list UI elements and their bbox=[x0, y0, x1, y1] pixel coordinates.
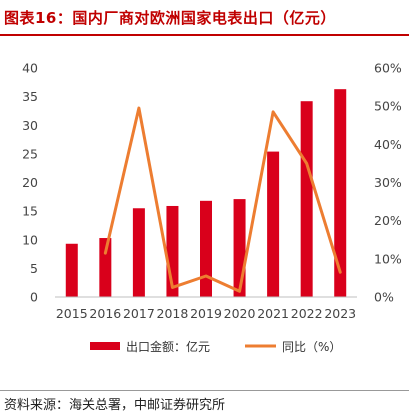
left-tick-label: 15 bbox=[22, 204, 38, 219]
left-tick-label: 25 bbox=[22, 146, 38, 161]
right-tick-label: 50% bbox=[374, 99, 402, 114]
right-axis: 0% 10% 20% 30% 40% 50% 60% bbox=[374, 61, 402, 305]
legend: 出口金额：亿元 同比（%） bbox=[90, 339, 341, 354]
right-tick-label: 20% bbox=[374, 213, 402, 228]
line-point bbox=[305, 162, 308, 165]
chart: 0 5 10 15 20 25 30 35 40 0% 10% 20% 30% 40% 50% 60% 20… bbox=[22, 61, 402, 355]
bar bbox=[300, 101, 313, 297]
legend-bar-label: 出口金额：亿元 bbox=[126, 339, 210, 354]
x-axis: 2015 2016 2017 2018 2019 2020 2021 2022 2023 bbox=[56, 306, 356, 321]
line-point bbox=[238, 290, 241, 293]
line-point bbox=[137, 106, 141, 110]
right-tick-label: 60% bbox=[374, 61, 402, 76]
x-tick-label: 2016 bbox=[89, 306, 121, 321]
right-tick-label: 40% bbox=[374, 137, 402, 152]
right-tick-label: 0% bbox=[374, 290, 394, 305]
bar bbox=[334, 89, 347, 297]
x-tick-label: 2023 bbox=[324, 306, 356, 321]
bar-series bbox=[65, 89, 347, 297]
line-point bbox=[104, 251, 107, 255]
line-point bbox=[271, 110, 275, 114]
line-point bbox=[171, 286, 174, 289]
chart-title: 图表16：国内厂商对欧洲国家电表出口（亿元） bbox=[4, 9, 336, 27]
bar bbox=[132, 208, 145, 297]
bar bbox=[99, 238, 112, 297]
left-tick-label: 5 bbox=[30, 261, 38, 276]
line-point bbox=[204, 274, 208, 278]
source-divider bbox=[0, 390, 409, 391]
x-tick-label: 2021 bbox=[257, 306, 289, 321]
line-point bbox=[339, 270, 342, 274]
x-tick-label: 2015 bbox=[56, 306, 88, 321]
growth-line bbox=[103, 106, 342, 293]
left-tick-label: 35 bbox=[22, 89, 38, 104]
x-tick-label: 2017 bbox=[123, 306, 155, 321]
left-tick-label: 0 bbox=[30, 290, 38, 305]
bar bbox=[65, 243, 78, 297]
line-series bbox=[103, 106, 342, 293]
x-tick-label: 2022 bbox=[291, 306, 323, 321]
right-tick-label: 30% bbox=[374, 175, 402, 190]
title-bar: 图表16：国内厂商对欧洲国家电表出口（亿元） bbox=[0, 0, 409, 36]
left-tick-label: 30 bbox=[22, 118, 38, 133]
x-tick-label: 2019 bbox=[190, 306, 222, 321]
left-axis: 0 5 10 15 20 25 30 35 40 bbox=[22, 61, 38, 305]
bar bbox=[233, 199, 246, 297]
bar bbox=[267, 151, 280, 297]
left-tick-label: 20 bbox=[22, 175, 38, 190]
x-tick-label: 2018 bbox=[157, 306, 189, 321]
legend-line-label: 同比（%） bbox=[282, 340, 341, 354]
right-tick-label: 10% bbox=[374, 251, 402, 266]
bar bbox=[200, 200, 212, 297]
legend-bar-swatch bbox=[90, 342, 120, 350]
left-tick-label: 10 bbox=[22, 232, 38, 247]
left-tick-label: 40 bbox=[22, 61, 38, 76]
source-note: 资料来源：海关总署，中邮证券研究所 bbox=[4, 398, 226, 413]
x-tick-label: 2020 bbox=[224, 306, 256, 321]
